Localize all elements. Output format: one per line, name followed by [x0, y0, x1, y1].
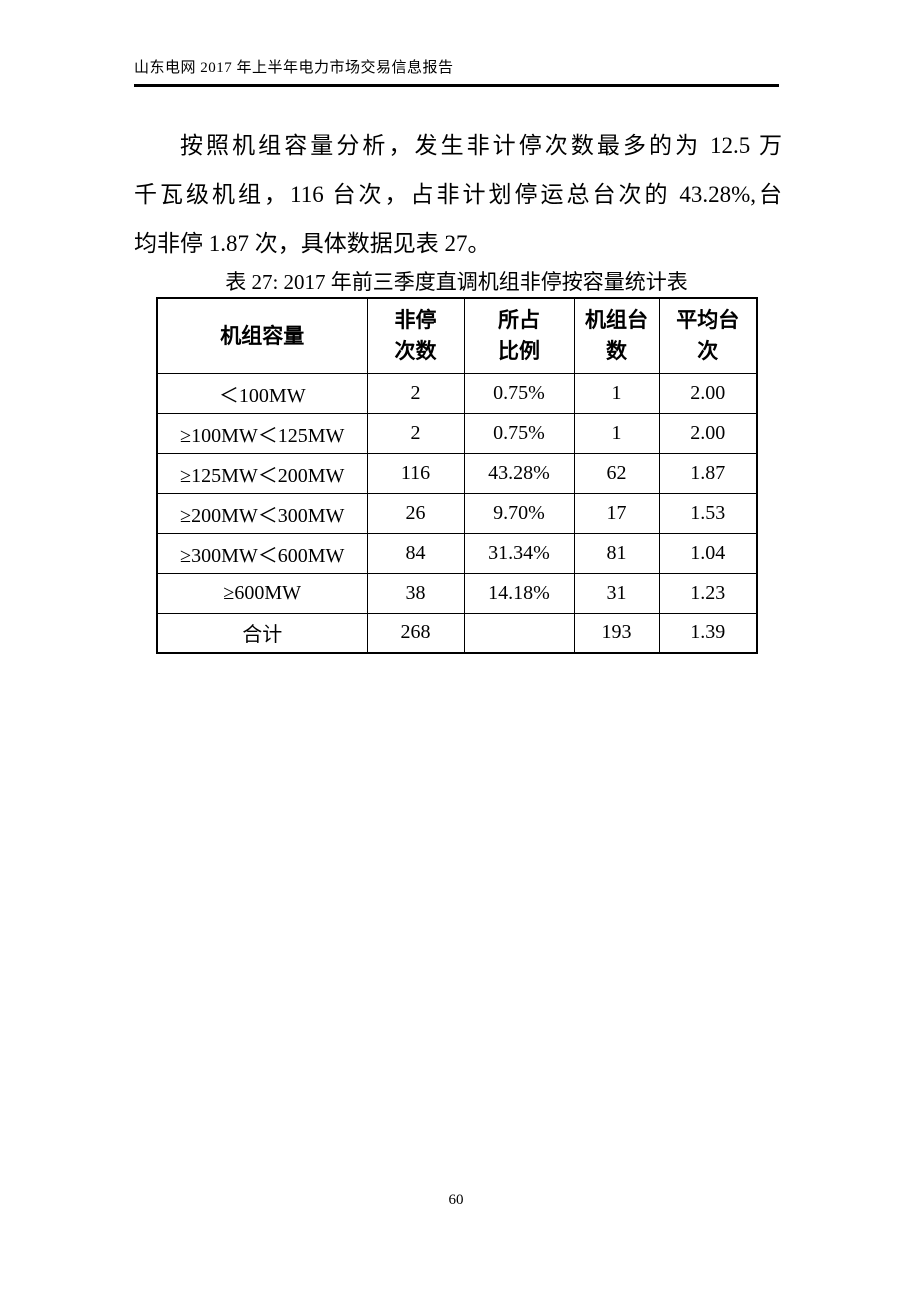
- table-total-row: 合计 268 193 1.39: [156, 612, 758, 654]
- cell-capacity: ≥200MW＜300MW: [156, 492, 368, 534]
- column-header-proportion: 所占 比例: [463, 297, 575, 374]
- capacity-statistics-table: 机组容量 非停 次数 所占 比例 机组台 数 平均台 次: [156, 297, 758, 654]
- header-divider: [134, 84, 779, 87]
- cell-average: 1.04: [658, 532, 758, 574]
- cell-outage-count: 116: [366, 452, 465, 494]
- cell-average: 2.00: [658, 372, 758, 414]
- cell-capacity: ≥100MW＜125MW: [156, 412, 368, 454]
- paragraph-line: 均非停 1.87 次，具体数据见表 27。: [134, 231, 491, 256]
- table-row: ≥600MW 38 14.18% 31 1.23: [156, 572, 758, 614]
- table-header-row: 机组容量 非停 次数 所占 比例 机组台 数 平均台 次: [156, 297, 758, 374]
- table-row: ≥100MW＜125MW 2 0.75% 1 2.00: [156, 412, 758, 454]
- table-row: ＜100MW 2 0.75% 1 2.00: [156, 372, 758, 414]
- cell-capacity: ≥125MW＜200MW: [156, 452, 368, 494]
- cell-outage-count: 26: [366, 492, 465, 534]
- table-row: ≥300MW＜600MW 84 31.34% 81 1.04: [156, 532, 758, 574]
- cell-proportion: 31.34%: [463, 532, 575, 574]
- cell-unit-count: 62: [573, 452, 660, 494]
- cell-unit-count: 1: [573, 372, 660, 414]
- cell-average: 2.00: [658, 412, 758, 454]
- cell-proportion: 0.75%: [463, 412, 575, 454]
- cell-outage-count: 84: [366, 532, 465, 574]
- column-header-capacity: 机组容量: [156, 297, 368, 374]
- cell-average: 1.53: [658, 492, 758, 534]
- cell-outage-count: 268: [366, 612, 465, 654]
- cell-outage-count: 2: [366, 412, 465, 454]
- cell-capacity: 合计: [156, 612, 368, 654]
- cell-unit-count: 31: [573, 572, 660, 614]
- running-header-title: 山东电网 2017 年上半年电力市场交易信息报告: [134, 60, 454, 76]
- table-row: ≥200MW＜300MW 26 9.70% 17 1.53: [156, 492, 758, 534]
- paragraph-line: 按照机组容量分析，发生非计停次数最多的为 12.5 万: [180, 133, 782, 158]
- cell-proportion: [463, 612, 575, 654]
- running-header: 山东电网 2017 年上半年电力市场交易信息报告: [134, 56, 779, 87]
- cell-capacity: ＜100MW: [156, 372, 368, 414]
- column-header-outage-count: 非停 次数: [366, 297, 465, 374]
- cell-average: 1.39: [658, 612, 758, 654]
- cell-capacity: ≥600MW: [156, 572, 368, 614]
- table-row: ≥125MW＜200MW 116 43.28% 62 1.87: [156, 452, 758, 494]
- body-paragraph: 按照机组容量分析，发生非计停次数最多的为 12.5 万 千瓦级机组，116 台次…: [134, 121, 782, 268]
- column-header-unit-count: 机组台 数: [573, 297, 660, 374]
- cell-capacity: ≥300MW＜600MW: [156, 532, 368, 574]
- cell-proportion: 43.28%: [463, 452, 575, 494]
- cell-unit-count: 193: [573, 612, 660, 654]
- cell-outage-count: 38: [366, 572, 465, 614]
- cell-outage-count: 2: [366, 372, 465, 414]
- cell-unit-count: 1: [573, 412, 660, 454]
- page-number: 60: [448, 1192, 464, 1208]
- cell-proportion: 9.70%: [463, 492, 575, 534]
- cell-unit-count: 81: [573, 532, 660, 574]
- cell-average: 1.87: [658, 452, 758, 494]
- cell-unit-count: 17: [573, 492, 660, 534]
- paragraph-line: 千瓦级机组，116 台次，占非计划停运总台次的 43.28%,台: [134, 182, 782, 207]
- table-caption: 表 27: 2017 年前三季度直调机组非停按容量统计表: [225, 270, 688, 294]
- cell-average: 1.23: [658, 572, 758, 614]
- column-header-average: 平均台 次: [658, 297, 758, 374]
- cell-proportion: 14.18%: [463, 572, 575, 614]
- cell-proportion: 0.75%: [463, 372, 575, 414]
